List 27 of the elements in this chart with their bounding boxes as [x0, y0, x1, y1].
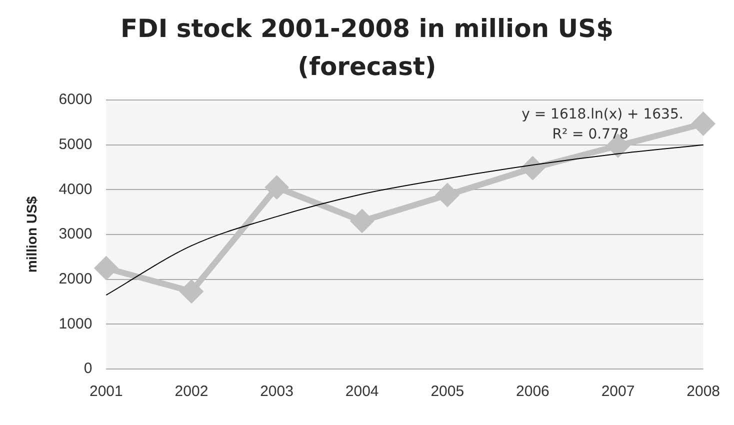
x-tick-label: 2005 — [430, 383, 464, 400]
annotation: y = 1618.ln(x) + 1635. — [522, 106, 684, 123]
x-tick-label: 2001 — [89, 383, 123, 400]
point — [266, 176, 288, 198]
line-series — [106, 144, 704, 296]
point — [351, 210, 374, 232]
y-tick-label: 2000 — [58, 270, 92, 288]
x-tick-label: 2004 — [345, 383, 379, 400]
y-tick-label: 6000 — [58, 91, 92, 108]
point — [95, 257, 118, 280]
y-axis-title: million US$ — [23, 196, 40, 273]
annotation: R² = 0.778 — [552, 126, 628, 143]
y-tick-label: 3000 — [58, 226, 92, 243]
x-tick-label: 2008 — [686, 383, 720, 400]
point — [522, 157, 544, 180]
chart-title: FDI stock 2001-2008 in million US$ (forecast) — [119, 13, 614, 83]
point — [436, 184, 458, 206]
x-tick-label: 2007 — [601, 383, 635, 400]
x-tick-label: 2002 — [174, 383, 208, 400]
y-tick-label: 0 — [84, 360, 92, 378]
point — [692, 112, 714, 135]
x-tick-label: 2003 — [260, 383, 294, 400]
point — [180, 280, 202, 302]
y-tick-label: 1000 — [58, 315, 92, 332]
x-tick-label: 2006 — [516, 383, 550, 400]
y-tick-label: 4000 — [58, 180, 92, 198]
y-tick-label: 5000 — [58, 136, 92, 153]
